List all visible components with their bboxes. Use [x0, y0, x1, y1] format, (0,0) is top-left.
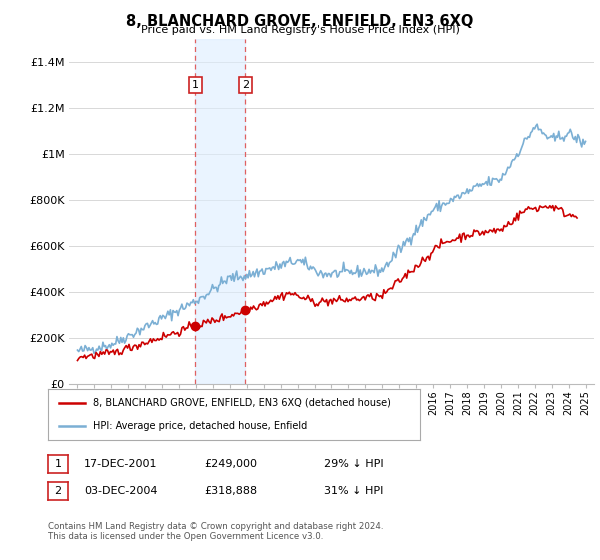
- Text: 8, BLANCHARD GROVE, ENFIELD, EN3 6XQ: 8, BLANCHARD GROVE, ENFIELD, EN3 6XQ: [127, 14, 473, 29]
- Text: 2: 2: [242, 80, 249, 90]
- Text: £318,888: £318,888: [204, 486, 257, 496]
- Text: £249,000: £249,000: [204, 459, 257, 469]
- Text: 03-DEC-2004: 03-DEC-2004: [84, 486, 157, 496]
- Text: 17-DEC-2001: 17-DEC-2001: [84, 459, 157, 469]
- Text: HPI: Average price, detached house, Enfield: HPI: Average price, detached house, Enfi…: [92, 421, 307, 431]
- Text: 1: 1: [192, 80, 199, 90]
- Text: 8, BLANCHARD GROVE, ENFIELD, EN3 6XQ (detached house): 8, BLANCHARD GROVE, ENFIELD, EN3 6XQ (de…: [92, 398, 391, 408]
- Text: 2: 2: [55, 486, 61, 496]
- Text: 31% ↓ HPI: 31% ↓ HPI: [324, 486, 383, 496]
- Text: Contains HM Land Registry data © Crown copyright and database right 2024.
This d: Contains HM Land Registry data © Crown c…: [48, 522, 383, 542]
- Text: Price paid vs. HM Land Registry's House Price Index (HPI): Price paid vs. HM Land Registry's House …: [140, 25, 460, 35]
- Text: 1: 1: [55, 459, 61, 469]
- Bar: [196, 39, 245, 384]
- Text: 29% ↓ HPI: 29% ↓ HPI: [324, 459, 383, 469]
